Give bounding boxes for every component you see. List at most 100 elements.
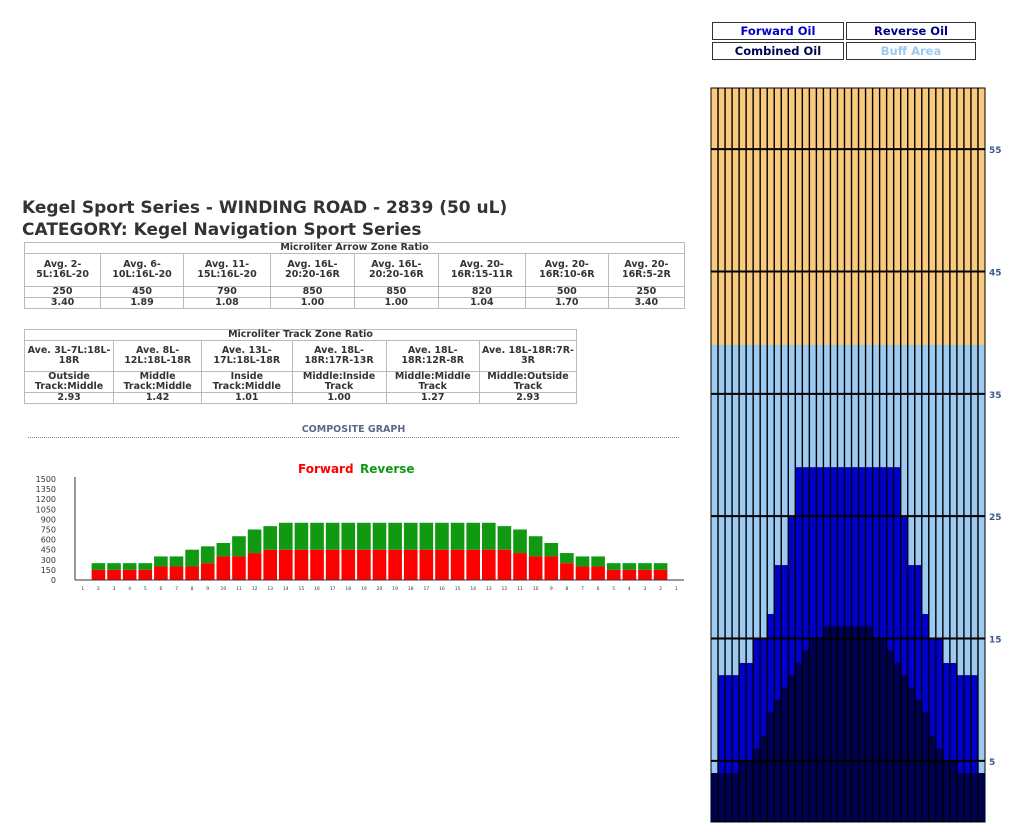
combined-oil xyxy=(907,687,915,822)
x-tick-label: 16 xyxy=(314,586,320,592)
legend-combined-oil: Combined Oil xyxy=(712,42,844,60)
combined-oil xyxy=(844,626,852,822)
y-tick-label: 0 xyxy=(51,576,56,585)
forward-bar xyxy=(247,553,262,580)
forward-oil xyxy=(739,662,747,822)
reverse-bar xyxy=(185,549,199,567)
forward-bar xyxy=(591,566,605,580)
x-tick-label: 3 xyxy=(113,586,116,592)
reverse-bar xyxy=(294,522,309,550)
distance-label: 55 xyxy=(989,146,1002,156)
x-tick-label: 8 xyxy=(191,586,194,592)
buff-area xyxy=(711,344,719,774)
forward-bar xyxy=(653,569,668,580)
buff-area xyxy=(956,344,964,676)
forward-bar xyxy=(466,549,480,580)
forward-bar xyxy=(325,549,340,580)
x-tick-label: 10 xyxy=(533,586,539,592)
reverse-bar xyxy=(107,563,121,570)
combined-oil xyxy=(956,773,964,822)
forward-oil xyxy=(928,638,936,822)
reverse-bar xyxy=(154,556,168,567)
forward-bar xyxy=(216,556,231,580)
reverse-bar xyxy=(216,542,231,557)
distance-label: 25 xyxy=(989,513,1002,523)
legend-buff-area: Buff Area xyxy=(846,42,976,60)
forward-oil xyxy=(963,675,971,822)
table-header-cell: Avg. 20-16R:15-11R xyxy=(437,253,526,287)
forward-oil xyxy=(970,675,978,822)
reverse-bar xyxy=(544,542,559,557)
forward-bar xyxy=(341,549,356,580)
buff-area xyxy=(949,344,957,663)
forward-bar xyxy=(403,549,418,580)
buff-area xyxy=(760,344,768,639)
buff-area xyxy=(886,344,894,468)
forward-bar xyxy=(450,549,465,580)
distance-label: 5 xyxy=(989,758,995,768)
reverse-bar xyxy=(325,522,340,550)
x-tick-label: 15 xyxy=(455,586,461,592)
buff-area xyxy=(718,344,726,676)
distance-label: 15 xyxy=(989,636,1002,646)
forward-bar xyxy=(388,549,402,580)
forward-bar xyxy=(606,569,621,580)
buff-area xyxy=(753,344,761,639)
buff-area xyxy=(781,344,789,566)
x-tick-label: 7 xyxy=(175,586,178,592)
legend-reverse: Reverse xyxy=(360,462,415,476)
table-cell: 1.27 xyxy=(385,392,480,404)
reverse-bar xyxy=(310,522,324,550)
reverse-bar xyxy=(122,563,137,570)
forward-oil xyxy=(753,638,761,822)
forward-bar xyxy=(310,549,324,580)
forward-bar xyxy=(528,556,543,580)
x-tick-label: 17 xyxy=(423,586,429,592)
reverse-bar xyxy=(279,522,293,550)
forward-bar xyxy=(232,556,246,580)
forward-oil xyxy=(935,638,943,822)
combined-oil xyxy=(851,626,859,822)
combined-oil xyxy=(963,773,971,822)
reverse-bar xyxy=(435,522,449,550)
forward-bar xyxy=(638,569,652,580)
table-header-cell: Avg. 2-5L:16L-20 xyxy=(23,253,102,287)
legend-reverse-oil: Reverse Oil xyxy=(846,22,976,40)
combined-oil xyxy=(718,773,726,822)
x-tick-label: 2 xyxy=(97,586,100,592)
x-tick-label: 5 xyxy=(144,586,147,592)
buff-area xyxy=(788,344,796,517)
table-header-cell: Ave. 3L-7L:18L-18R xyxy=(23,340,115,372)
reverse-bar xyxy=(450,522,465,550)
x-tick-label: 4 xyxy=(628,586,631,592)
reverse-bar xyxy=(200,546,215,564)
buff-area xyxy=(921,344,929,615)
x-tick-label: 14 xyxy=(470,586,476,592)
combined-oil xyxy=(900,675,908,822)
lane-border xyxy=(710,87,986,823)
combined-oil xyxy=(970,773,978,822)
x-tick-label: 2 xyxy=(659,586,662,592)
forward-oil xyxy=(725,675,733,822)
buff-area xyxy=(739,344,747,663)
distance-label: 35 xyxy=(989,391,1002,401)
x-tick-label: 19 xyxy=(392,586,398,592)
buff-area xyxy=(802,344,810,468)
combined-oil xyxy=(928,736,936,822)
buff-area xyxy=(872,344,880,468)
forward-bar xyxy=(91,569,106,580)
forward-bar xyxy=(294,549,309,580)
combined-oil xyxy=(921,711,929,822)
y-tick-label: 450 xyxy=(41,546,56,555)
y-tick-label: 1050 xyxy=(36,505,56,514)
y-tick-label: 1500 xyxy=(36,475,56,484)
x-tick-label: 17 xyxy=(330,586,336,592)
reverse-bar xyxy=(638,563,652,570)
forward-oil xyxy=(914,565,922,822)
combined-oil xyxy=(739,760,747,822)
forward-oil xyxy=(788,516,796,822)
x-tick-label: 11 xyxy=(236,586,242,592)
forward-oil xyxy=(746,662,754,822)
combined-oil xyxy=(816,638,824,822)
